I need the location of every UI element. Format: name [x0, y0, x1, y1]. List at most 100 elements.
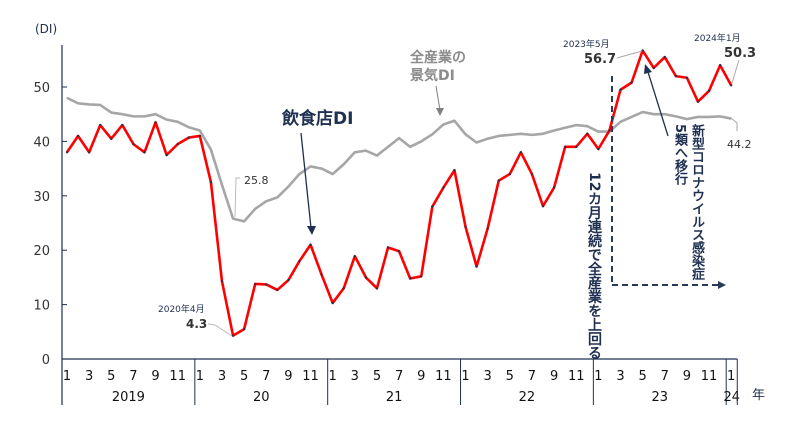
all-industry-di-point: [343, 163, 345, 165]
month-tick-label: 5: [373, 369, 381, 384]
all-industry-di-point: [88, 103, 90, 106]
all-industry-di-point: [354, 151, 356, 153]
all-industry-di-point: [276, 196, 278, 199]
restaurant-di-point: [398, 250, 401, 253]
all-industry-di-point: [653, 113, 655, 115]
all-industry-di-point: [442, 123, 444, 126]
all-industry-arrow: [435, 85, 441, 111]
all-industry-di-point: [719, 115, 721, 117]
restaurant-di-point: [76, 134, 80, 138]
month-tick-label: 9: [550, 369, 558, 384]
all-industry-di-point: [121, 113, 123, 115]
month-tick-label: 11: [169, 369, 186, 384]
all-industry-di-point: [619, 121, 622, 123]
y-tick-label: 20: [33, 244, 50, 259]
restaurant-di-point: [674, 75, 677, 78]
year-label: 23: [652, 390, 669, 405]
all-industry-di-point: [387, 146, 389, 148]
month-tick-label: 9: [151, 369, 159, 384]
restaurant-di-point: [88, 151, 91, 154]
all-industry-arrowhead-icon: [436, 108, 444, 116]
month-tick-label: 5: [506, 369, 514, 384]
all-industry-di-point: [143, 115, 146, 117]
all-industry-di-point: [553, 129, 555, 132]
restaurant-di-point: [110, 137, 113, 140]
restaurant-di-point: [198, 134, 201, 138]
year-label: 22: [519, 390, 536, 405]
class5-note: 5類へ移行: [672, 124, 687, 186]
restaurant-di-point: [420, 275, 423, 278]
class5-arrowhead-icon: [644, 64, 652, 74]
all-industry-di-point: [686, 118, 688, 120]
y-tick-label: 30: [33, 190, 50, 205]
restaurant-di-point: [209, 181, 213, 184]
all-industry-label-line2: 景気DI: [410, 67, 455, 84]
all-industry-di-point: [708, 116, 710, 118]
all-industry-di-point: [475, 141, 478, 144]
streak-arrowhead-icon: [718, 281, 726, 289]
month-tick-label: 1: [63, 369, 71, 384]
restaurant-di-point: [641, 49, 644, 52]
restaurant-arrowhead-icon: [307, 226, 316, 235]
restaurant-di-point: [630, 81, 633, 84]
month-tick-label: 9: [417, 369, 425, 384]
month-tick-label: 11: [302, 369, 319, 384]
restaurant-di-point: [409, 277, 412, 280]
red-last-date: 2024年1月: [694, 32, 741, 44]
month-tick-label: 1: [727, 369, 735, 384]
restaurant-di-point: [353, 255, 356, 258]
month-tick-label: 7: [395, 369, 403, 384]
red-min-leader: [207, 323, 233, 337]
restaurant-di-point: [486, 227, 489, 230]
gray-last-leader: [730, 117, 738, 131]
restaurant-di-point: [143, 151, 146, 154]
restaurant-di-point: [608, 129, 611, 132]
all-industry-di-point: [464, 133, 467, 135]
restaurant-di-point: [243, 327, 246, 331]
class5-arrow: [647, 71, 669, 137]
y-tick-label: 40: [33, 135, 50, 150]
restaurant-di-point: [564, 145, 567, 148]
restaurant-di-line: [65, 49, 733, 337]
restaurant-di-point: [231, 334, 235, 337]
restaurant-di-point: [497, 179, 500, 182]
restaurant-di-point: [541, 205, 545, 208]
restaurant-di-point: [453, 169, 456, 172]
restaurant-di-point: [719, 64, 722, 67]
x-axis-unit: 年: [752, 388, 765, 403]
all-industry-di-point: [586, 125, 588, 127]
month-tick-label: 9: [683, 369, 691, 384]
month-tick-label: 11: [435, 369, 452, 384]
month-tick-label: 3: [85, 369, 93, 384]
restaurant-di-point: [597, 147, 600, 151]
month-tick-label: 5: [240, 369, 248, 384]
restaurant-di-point: [287, 279, 290, 282]
month-tick-label: 3: [616, 369, 624, 384]
month-tick-label: 7: [661, 369, 669, 384]
all-industry-di-point: [365, 150, 367, 152]
all-industry-di-point: [210, 148, 212, 151]
restaurant-di-point: [442, 186, 445, 189]
restaurant-di-point: [707, 89, 711, 92]
restaurant-di-point: [575, 145, 578, 148]
all-industry-di-point: [642, 111, 644, 113]
all-industry-di-point: [110, 111, 112, 114]
restaurant-di-point: [519, 151, 522, 154]
restaurant-arrow: [300, 132, 312, 229]
restaurant-di-point: [375, 287, 379, 290]
gray-last-value: 44.2: [727, 138, 752, 151]
all-industry-di-point: [154, 113, 157, 115]
restaurant-di-point: [386, 246, 390, 249]
restaurant-di-point: [364, 276, 367, 279]
month-tick-label: 11: [701, 369, 718, 384]
restaurant-di-point: [165, 153, 168, 157]
restaurant-di-point: [696, 100, 700, 103]
restaurant-di-point: [586, 132, 589, 135]
gray-min-value: 25.8: [244, 174, 269, 187]
month-tick-label: 1: [329, 369, 337, 384]
all-industry-di-point: [132, 115, 135, 117]
all-industry-di-point: [265, 200, 267, 202]
all-industry-di-point: [409, 146, 411, 148]
restaurant-di-point: [309, 243, 312, 246]
